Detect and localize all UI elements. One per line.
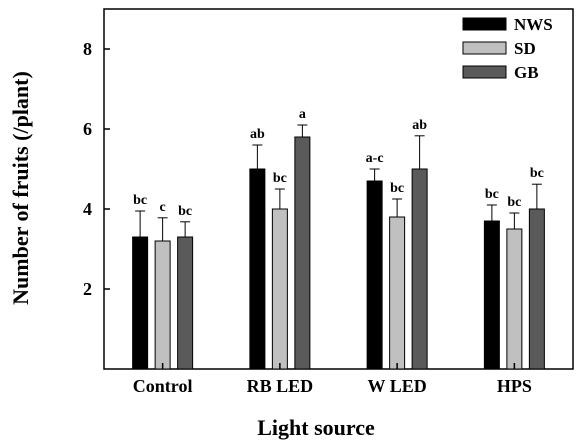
bars-layer (132, 136, 545, 370)
bar (483, 220, 500, 370)
legend-swatch (462, 41, 507, 55)
bar (271, 208, 288, 370)
significance-letter: bc (390, 181, 404, 196)
x-tick-label: RB LED (247, 376, 314, 396)
significance-letter: ab (250, 127, 265, 142)
significance-letter: bc (530, 166, 544, 181)
legend: NWS SD GB (462, 15, 553, 82)
bar (154, 240, 171, 370)
legend-swatch (462, 17, 507, 31)
significance-letter: bc (507, 195, 521, 210)
x-tick-label: HPS (497, 376, 532, 396)
y-tick-label: 4 (83, 199, 92, 219)
y-tick-label: 2 (83, 279, 92, 299)
errorbars-layer (135, 124, 542, 241)
bar (132, 236, 149, 370)
significance-letter: a-c (366, 151, 384, 166)
x-axis-ticks: Control RB LED W LED HPS (133, 363, 532, 396)
bar (528, 208, 545, 370)
bar (366, 180, 383, 370)
significance-letter: c (160, 200, 166, 215)
significance-letter: ab (412, 118, 427, 133)
legend-label: NWS (514, 15, 553, 34)
significance-letter: a (299, 107, 306, 122)
y-tick-label: 8 (83, 39, 92, 59)
significance-letter: bc (485, 187, 499, 202)
significance-letter: bc (133, 193, 147, 208)
x-tick-label: W LED (368, 376, 427, 396)
legend-label: SD (514, 39, 536, 58)
bar (294, 136, 311, 370)
y-tick-label: 6 (83, 119, 92, 139)
bar (506, 228, 523, 370)
bar (249, 168, 266, 370)
x-axis-label: Light source (257, 415, 375, 440)
x-tick-label: Control (133, 376, 193, 396)
y-axis-ticks: 2 4 6 8 (83, 39, 110, 299)
significance-letter: bc (178, 204, 192, 219)
bar (389, 216, 406, 370)
legend-label: GB (514, 63, 539, 82)
plot-frame (103, 8, 574, 370)
legend-swatch (462, 65, 507, 79)
bar (177, 236, 194, 370)
significance-letter: bc (273, 171, 287, 186)
bar (411, 168, 428, 370)
y-axis-label: Number of fruits (/plant) (8, 71, 33, 305)
